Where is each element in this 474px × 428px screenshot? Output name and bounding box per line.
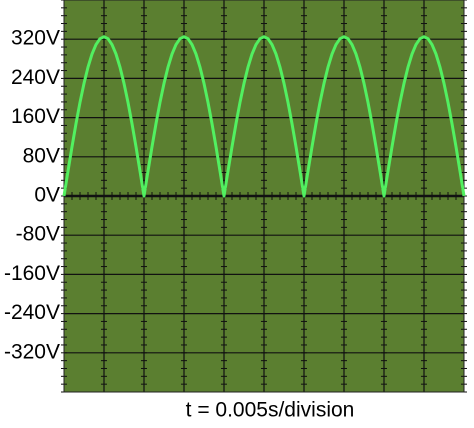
y-tick-label: 0V bbox=[34, 184, 60, 207]
y-tick-label: -320V bbox=[4, 340, 60, 363]
y-tick-label: 320V bbox=[11, 27, 60, 50]
y-tick-label: 80V bbox=[23, 144, 60, 167]
y-tick-label: 240V bbox=[11, 66, 60, 89]
y-tick-label: -160V bbox=[4, 262, 60, 285]
y-tick-label: 160V bbox=[11, 105, 60, 128]
x-axis-label: t = 0.005s/division bbox=[186, 399, 355, 422]
y-tick-label: -80V bbox=[16, 223, 60, 246]
y-tick-label: -240V bbox=[4, 301, 60, 324]
waveform bbox=[62, 35, 466, 198]
